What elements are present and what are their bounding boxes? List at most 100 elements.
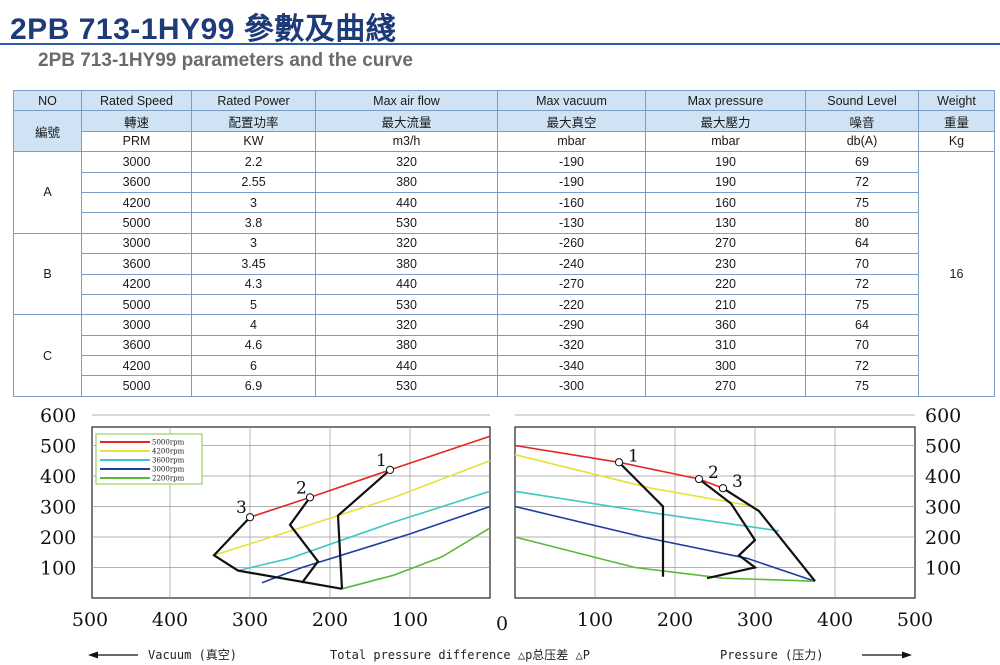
airflow-cell: 320 [315,314,498,336]
header-row-zh: 編號 轉速 配置功率 最大流量 最大真空 最大壓力 噪音 重量 [13,110,995,153]
speed-cell: 3000 [81,314,192,336]
group-no-cell: B [13,232,82,316]
y-tick-right: 300 [925,497,961,519]
legend-label: 5000rpm [152,439,185,447]
pressure-cell: 270 [645,375,806,397]
parameters-table: NO Rated Speed Rated Power Max air flow … [13,89,995,397]
vacuum-cell: -260 [497,232,646,255]
x-tick-pressure: 100 [577,609,613,631]
boundary-layer [212,461,816,590]
pressure-arrow-head [902,651,912,659]
pressure-cell: 210 [645,293,806,316]
sound-cell: 72 [805,273,919,295]
col-header-pressure-zh: 最大壓力 [645,110,806,132]
operating-point-marker [718,484,728,493]
vacuum-cell: -130 [497,212,646,234]
vacuum-cell: -320 [497,334,646,357]
y-tick-left: 300 [40,497,76,519]
operating-point-marker [694,474,704,484]
pressure-series-line [514,536,816,582]
power-cell: 4.3 [191,273,316,295]
units-row: PRM KW m3/h mbar mbar db(A) Kg [14,130,995,153]
table-row: 5000 5 530 -220 210 75 [14,293,995,316]
speed-cell: 3000 [81,151,192,173]
pressure-cell: 190 [645,151,806,173]
airflow-cell: 530 [315,375,498,397]
speed-cell: 5000 [81,293,192,316]
vacuum-frame [91,426,491,599]
power-cell: 3.8 [191,212,316,234]
pressure-grid [514,414,916,599]
pressure-cell: 220 [645,273,806,295]
power-cell: 2.55 [191,171,316,193]
sound-cell: 75 [805,293,919,316]
speed-cell: 4200 [81,273,192,295]
airflow-cell: 380 [315,334,498,357]
col-header-power-zh: 配置功率 [191,110,316,132]
col-header-sound: Sound Level [805,89,919,112]
power-cell: 3.45 [191,253,316,275]
y-tick-left: 200 [40,527,76,549]
operating-point-marker [305,493,315,502]
operating-point-marker [614,458,624,467]
speed-cell: 5000 [81,375,192,397]
speed-cell: 5000 [81,212,192,234]
vacuum-cell: -270 [497,273,646,295]
vacuum-cell: -290 [497,314,646,336]
operating-point-label: 1 [628,446,639,466]
x-tick-vacuum: 100 [392,609,428,631]
col-header-speed-zh: 轉速 [81,110,192,132]
vacuum-caption: Vacuum (真空) [148,648,237,662]
pressure-cell: 270 [645,232,806,255]
x-tick-vacuum: 200 [312,609,348,631]
power-cell: 2.2 [191,151,316,173]
sound-cell: 70 [805,253,919,275]
power-cell: 5 [191,293,316,316]
vacuum-series-line [261,505,491,584]
speed-cell: 4200 [81,355,192,377]
unit-speed: PRM [81,130,192,153]
unit-airflow: m3/h [315,130,498,153]
col-header-power: Rated Power [191,89,316,112]
pressure-cell: 130 [645,212,806,234]
col-header-speed: Rated Speed [81,89,192,112]
vacuum-cell: -220 [497,293,646,316]
pressure-boundary-line [618,461,665,577]
airflow-cell: 320 [315,232,498,255]
sound-cell: 70 [805,334,919,357]
x-tick-vacuum: 300 [232,609,268,631]
col-header-vacuum: Max vacuum [497,89,646,112]
pressure-cell: 160 [645,191,806,214]
table-row: 4200 3 440 -160 160 75 [14,191,995,214]
vacuum-cell: -160 [497,191,646,214]
vacuum-boundary-line [212,516,343,590]
col-header-pressure: Max pressure [645,89,806,112]
sound-cell: 69 [805,151,919,173]
speed-cell: 3600 [81,253,192,275]
vacuum-cell: -190 [497,171,646,193]
airflow-cell: 440 [315,273,498,295]
y-tick-left: 600 [40,405,76,427]
y-tick-right: 400 [925,466,961,488]
pressure-series-line [514,490,780,532]
pressure-boundary-line [722,487,816,582]
airflow-cell: 380 [315,171,498,193]
y-tick-right: 200 [925,527,961,549]
col-header-no: NO [13,89,82,112]
total-pressure-caption: Total pressure difference △p总压差 △P [330,648,590,662]
unit-vacuum: mbar [497,130,646,153]
sound-cell: 80 [805,212,919,234]
table-row: 3600 4.6 380 -320 310 70 [14,334,995,357]
airflow-cell: 440 [315,355,498,377]
pressure-series-line [514,505,816,582]
table-row: B 3000 3 320 -260 270 64 [13,232,995,316]
legend-label: 2200rpm [152,475,185,483]
vacuum-series-line [249,435,491,518]
x-tick-vacuum: 500 [72,609,108,631]
pressure-cell: 360 [645,314,806,336]
col-header-sound-zh: 噪音 [805,110,919,132]
operating-point-label: 3 [236,498,247,518]
operating-point-label: 2 [296,478,307,498]
y-tick-right: 100 [925,558,961,580]
